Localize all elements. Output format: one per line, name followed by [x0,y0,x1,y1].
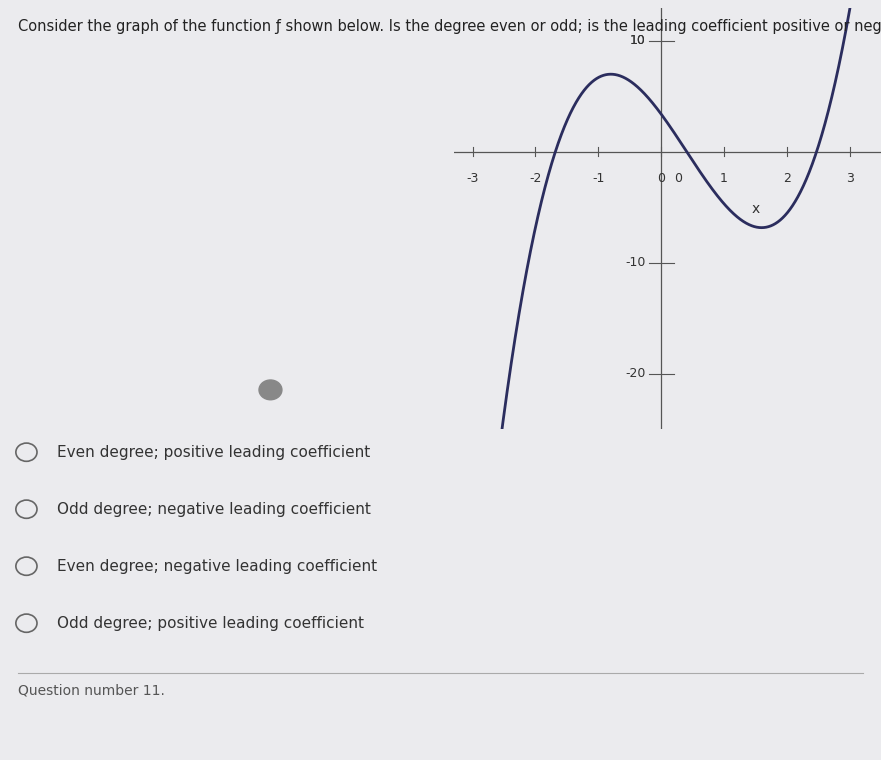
Text: -2: -2 [529,172,542,185]
Text: Odd degree; negative leading coefficient: Odd degree; negative leading coefficient [57,502,371,517]
Text: 0: 0 [657,172,665,185]
Text: -1: -1 [592,172,604,185]
Text: -10: -10 [625,256,646,269]
Text: Even degree; negative leading coefficient: Even degree; negative leading coefficien… [57,559,377,574]
Text: -20: -20 [625,367,646,381]
Text: 10: 10 [630,34,646,47]
Text: 0: 0 [674,172,682,185]
Text: x: x [751,202,759,216]
Text: 1: 1 [720,172,728,185]
Text: 3: 3 [846,172,854,185]
Text: 2: 2 [783,172,790,185]
Text: -3: -3 [466,172,478,185]
Text: Consider the graph of the function ƒ shown below. Is the degree even or odd; is : Consider the graph of the function ƒ sho… [18,19,881,34]
Text: 10: 10 [630,34,646,47]
Text: Even degree; positive leading coefficient: Even degree; positive leading coefficien… [57,445,371,460]
Text: Question number 11.: Question number 11. [18,684,165,698]
Text: Odd degree; positive leading coefficient: Odd degree; positive leading coefficient [57,616,364,631]
